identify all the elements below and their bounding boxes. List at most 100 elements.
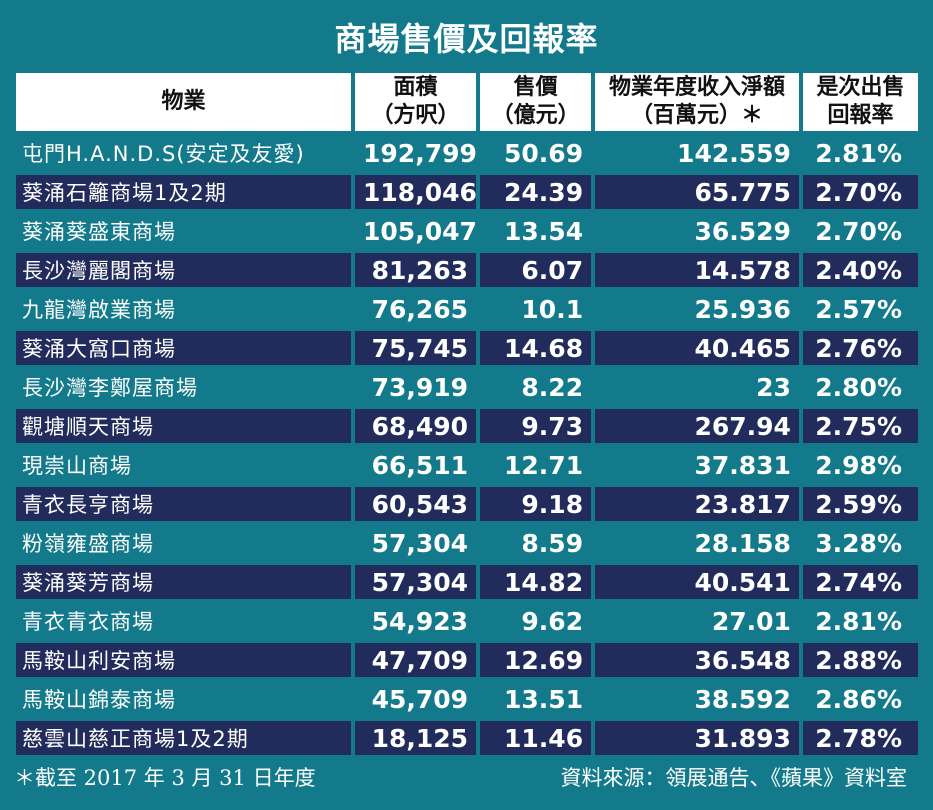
cell-net-income: 36.548 <box>595 643 799 677</box>
cell-net-income: 40.541 <box>595 565 799 599</box>
header-property: 物業 <box>16 73 352 131</box>
cell-net-income: 65.775 <box>595 175 799 209</box>
cell-area: 60,543 <box>355 487 477 521</box>
header-line: 物業 <box>161 89 206 114</box>
cell-property: 九龍灣啟業商場 <box>16 292 352 326</box>
header-line: （億元） <box>491 103 580 128</box>
cell-property: 長沙灣李鄭屋商場 <box>16 370 352 404</box>
cell-area: 47,709 <box>355 643 477 677</box>
cell-property: 葵涌石籬商場1及2期 <box>16 175 352 209</box>
header-line: 面積 <box>393 75 438 100</box>
cell-property: 葵涌葵芳商場 <box>16 565 352 599</box>
cell-yield: 2.88% <box>802 643 918 677</box>
cell-yield: 2.80% <box>802 370 918 404</box>
cell-area: 57,304 <box>355 526 477 560</box>
cell-area: 54,923 <box>355 604 477 638</box>
cell-yield: 2.86% <box>802 682 918 716</box>
table-row: 青衣青衣商場 54,923 9.62 27.01 2.81% <box>16 604 918 638</box>
cell-yield: 2.70% <box>802 175 918 209</box>
header-price: 售價 （億元） <box>480 73 592 131</box>
header-line: （方呎） <box>371 103 460 128</box>
cell-yield: 2.98% <box>802 448 918 482</box>
cell-area: 73,919 <box>355 370 477 404</box>
cell-property: 馬鞍山利安商場 <box>16 643 352 677</box>
cell-net-income: 267.94 <box>595 409 799 443</box>
cell-yield: 2.59% <box>802 487 918 521</box>
cell-net-income: 23 <box>595 370 799 404</box>
cell-net-income: 142.559 <box>595 136 799 170</box>
cell-net-income: 37.831 <box>595 448 799 482</box>
table-row: 慈雲山慈正商場1及2期 18,125 11.46 31.893 2.78% <box>16 721 918 755</box>
cell-yield: 2.74% <box>802 565 918 599</box>
cell-net-income: 40.465 <box>595 331 799 365</box>
cell-price: 12.71 <box>480 448 592 482</box>
cell-yield: 2.81% <box>802 136 918 170</box>
table-row: 葵涌大窩口商場 75,745 14.68 40.465 2.76% <box>16 331 918 365</box>
table-row: 葵涌葵盛東商場 105,047 13.54 36.529 2.70% <box>16 214 918 248</box>
cell-yield: 2.81% <box>802 604 918 638</box>
header-line: 是次出售 <box>816 75 905 100</box>
cell-price: 13.54 <box>480 214 592 248</box>
cell-net-income: 36.529 <box>595 214 799 248</box>
cell-property: 葵涌葵盛東商場 <box>16 214 352 248</box>
header-yield: 是次出售 回報率 <box>802 73 918 131</box>
cell-property: 慈雲山慈正商場1及2期 <box>16 721 352 755</box>
cell-property: 青衣青衣商場 <box>16 604 352 638</box>
cell-net-income: 27.01 <box>595 604 799 638</box>
cell-price: 14.68 <box>480 331 592 365</box>
cell-area: 68,490 <box>355 409 477 443</box>
cell-price: 9.62 <box>480 604 592 638</box>
cell-property: 青衣長亨商場 <box>16 487 352 521</box>
table-row: 青衣長亨商場 60,543 9.18 23.817 2.59% <box>16 487 918 521</box>
cell-price: 50.69 <box>480 136 592 170</box>
header-row: 物業 面積 （方呎） 售價 （億元） 物業年度收入淨額 （百萬元）＊ 是次出售 … <box>16 73 918 131</box>
cell-property: 馬鞍山錦泰商場 <box>16 682 352 716</box>
cell-price: 6.07 <box>480 253 592 287</box>
cell-area: 105,047 <box>355 214 477 248</box>
table-row: 馬鞍山錦泰商場 45,709 13.51 38.592 2.86% <box>16 682 918 716</box>
cell-price: 11.46 <box>480 721 592 755</box>
cell-yield: 2.70% <box>802 214 918 248</box>
table-row: 屯門H.A.N.D.S(安定及友愛) 192,799 50.69 142.559 2.8… <box>16 136 918 170</box>
cell-area: 75,745 <box>355 331 477 365</box>
cell-property: 粉嶺雍盛商場 <box>16 526 352 560</box>
cell-price: 24.39 <box>480 175 592 209</box>
source-credit: 資料來源：領展通告、《蘋果》資料室 <box>560 766 908 790</box>
table-row: 長沙灣李鄭屋商場 73,919 8.22 23 2.80% <box>16 370 918 404</box>
cell-property: 觀塘順天商場 <box>16 409 352 443</box>
cell-net-income: 23.817 <box>595 487 799 521</box>
table-row: 葵涌石籬商場1及2期 118,046 24.39 65.775 2.70% <box>16 175 918 209</box>
table-body: 屯門H.A.N.D.S(安定及友愛) 192,799 50.69 142.559 2.8… <box>16 136 918 755</box>
cell-price: 8.22 <box>480 370 592 404</box>
cell-property: 現崇山商場 <box>16 448 352 482</box>
cell-yield: 2.78% <box>802 721 918 755</box>
cell-area: 76,265 <box>355 292 477 326</box>
cell-area: 66,511 <box>355 448 477 482</box>
table-row: 馬鞍山利安商場 47,709 12.69 36.548 2.88% <box>16 643 918 677</box>
cell-price: 12.69 <box>480 643 592 677</box>
table-row: 觀塘順天商場 68,490 9.73 267.94 2.75% <box>16 409 918 443</box>
cell-yield: 3.28% <box>802 526 918 560</box>
cell-price: 14.82 <box>480 565 592 599</box>
cell-price: 10.1 <box>480 292 592 326</box>
cell-yield: 2.75% <box>802 409 918 443</box>
cell-net-income: 14.578 <box>595 253 799 287</box>
cell-yield: 2.57% <box>802 292 918 326</box>
table-row: 現崇山商場 66,511 12.71 37.831 2.98% <box>16 448 918 482</box>
cell-area: 192,799 <box>355 136 477 170</box>
cell-net-income: 28.158 <box>595 526 799 560</box>
header-line: （百萬元）＊ <box>631 103 764 128</box>
cell-property: 屯門H.A.N.D.S(安定及友愛) <box>16 136 352 170</box>
header-line: 物業年度收入淨額 <box>609 75 786 100</box>
table-row: 九龍灣啟業商場 76,265 10.1 25.936 2.57% <box>16 292 918 326</box>
data-table: 物業 面積 （方呎） 售價 （億元） 物業年度收入淨額 （百萬元）＊ 是次出售 … <box>12 68 922 760</box>
cell-area: 118,046 <box>355 175 477 209</box>
cell-price: 9.73 <box>480 409 592 443</box>
header-area: 面積 （方呎） <box>355 73 477 131</box>
cell-area: 18,125 <box>355 721 477 755</box>
footnote: ＊截至 2017 年 3 月 31 日年度 <box>14 766 316 790</box>
table-row: 長沙灣麗閣商場 81,263 6.07 14.578 2.40% <box>16 253 918 287</box>
header-net-income: 物業年度收入淨額 （百萬元）＊ <box>595 73 799 131</box>
cell-area: 81,263 <box>355 253 477 287</box>
cell-price: 9.18 <box>480 487 592 521</box>
